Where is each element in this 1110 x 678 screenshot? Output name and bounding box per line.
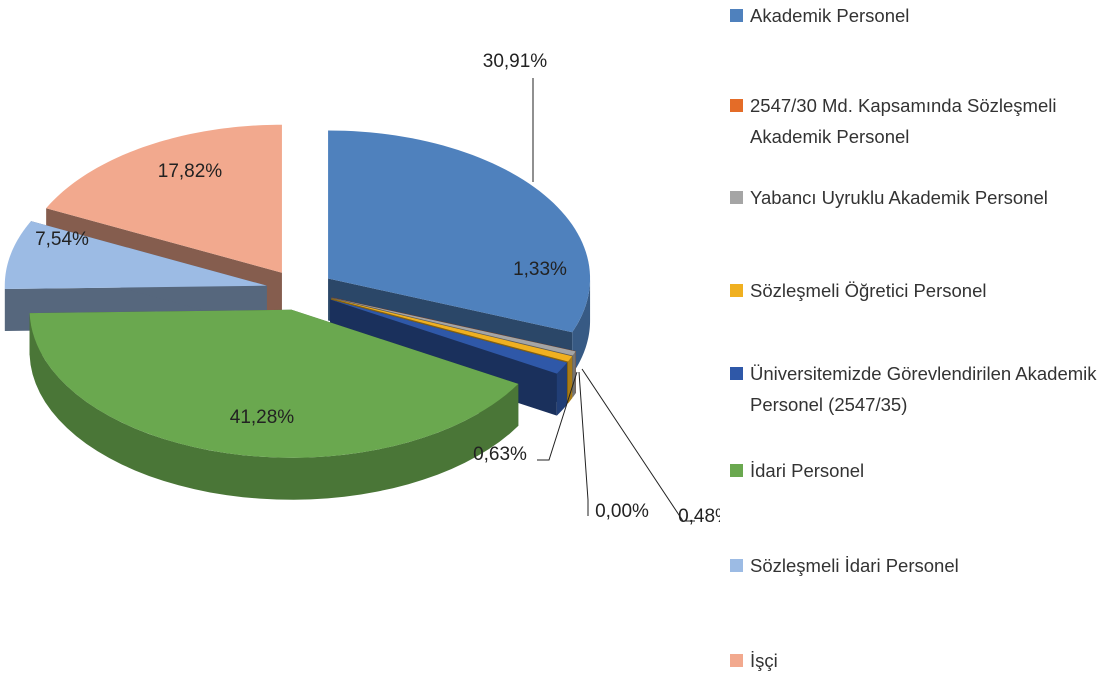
slice bbox=[331, 297, 576, 356]
data-label: 0,00% bbox=[595, 501, 649, 522]
legend-swatch bbox=[730, 9, 743, 22]
data-label: 0,48% bbox=[678, 506, 720, 527]
legend-label: Akademik Personel bbox=[750, 5, 910, 26]
slice-wall bbox=[572, 278, 591, 375]
legend-item: Yabancı Uyruklu Akademik Personel bbox=[727, 182, 1110, 213]
slice bbox=[330, 299, 568, 374]
slice bbox=[328, 130, 591, 333]
legend-item: İdari Personel bbox=[727, 455, 1110, 486]
legend-swatch bbox=[730, 284, 743, 297]
legend-swatch bbox=[730, 99, 743, 112]
legend-item: Üniversitemizde Görevlendirilen Akademik… bbox=[727, 358, 1110, 420]
slice bbox=[46, 124, 282, 273]
legend-swatch bbox=[730, 654, 743, 667]
chart: 30,91% 0,00% 0,48% 0,63% 1,33% 41,28% 7,54% 17,… bbox=[4, 51, 720, 527]
legend-swatch bbox=[730, 559, 743, 572]
legend-label: İşçi bbox=[750, 650, 778, 671]
legend-item: Akademik Personel bbox=[727, 0, 1110, 31]
data-label: 41,28% bbox=[230, 407, 295, 428]
slice bbox=[29, 309, 519, 458]
slice bbox=[331, 298, 573, 362]
leader-line bbox=[537, 371, 578, 461]
pie bbox=[4, 124, 591, 500]
slice-wall bbox=[567, 356, 573, 404]
data-label: 17,82% bbox=[158, 161, 223, 182]
legend-item: 2547/30 Md. Kapsamında Sözleşmeli Akadem… bbox=[727, 90, 1110, 152]
leader-line bbox=[578, 371, 589, 516]
legend-label: Üniversitemizde Görevlendirilen Akademik… bbox=[750, 363, 1097, 415]
legend-label: Sözleşmeli İdari Personel bbox=[750, 555, 959, 576]
legend-label: Sözleşmeli Öğretici Personel bbox=[750, 280, 987, 301]
legend-label: Yabancı Uyruklu Akademik Personel bbox=[750, 187, 1048, 208]
legend-item: Sözleşmeli Öğretici Personel bbox=[727, 275, 1110, 306]
slice-wall bbox=[29, 313, 519, 500]
legend-label: İdari Personel bbox=[750, 460, 865, 481]
legend-item: İşçi bbox=[727, 645, 1110, 676]
legend-swatch bbox=[730, 191, 743, 204]
leader-lines bbox=[532, 78, 695, 522]
slice-wall bbox=[572, 351, 576, 398]
leader-line bbox=[581, 368, 695, 522]
legend-label: 2547/30 Md. Kapsamında Sözleşmeli Akadem… bbox=[750, 95, 1057, 147]
slice-wall bbox=[556, 362, 568, 416]
legend-swatch bbox=[730, 464, 743, 477]
data-label: 30,91% bbox=[483, 51, 548, 72]
data-label: 7,54% bbox=[35, 229, 89, 250]
data-label: 0,63% bbox=[473, 444, 527, 465]
data-label: 1,33% bbox=[513, 259, 567, 280]
slice bbox=[4, 221, 267, 290]
legend-swatch bbox=[730, 367, 743, 380]
data-labels: 30,91% 0,00% 0,48% 0,63% 1,33% 41,28% 7,54% 17,… bbox=[35, 51, 720, 527]
legend-item: Sözleşmeli İdari Personel bbox=[727, 550, 1110, 581]
